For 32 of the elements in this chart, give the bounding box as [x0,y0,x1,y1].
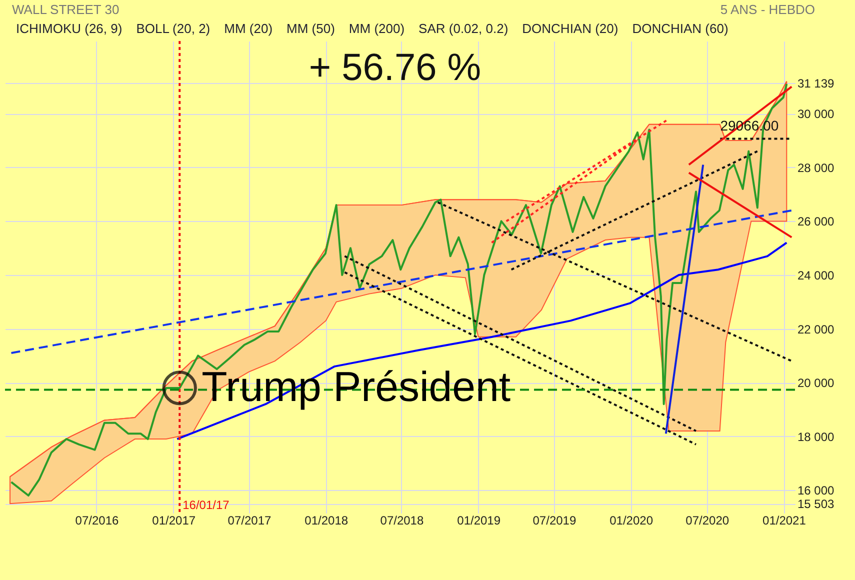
text: DONCHIAN (60) [632,21,728,36]
y-tick-label: 20 000 [798,376,835,390]
x-tick-label: 07/2016 [75,514,119,528]
text: MM (20) [224,21,273,36]
text: SAR (0.02, 0.2) [418,21,508,36]
text: MM (50) [286,21,335,36]
y-tick-label: 22 000 [798,322,835,336]
text: MM (200) [348,21,405,36]
y-tick-label: 30 000 [798,107,835,122]
x-tick-label: 01/2021 [762,514,806,528]
y-tick-label: 26 000 [798,214,835,229]
y-tick-label: 16 000 [798,484,835,498]
chart-title: WALL STREET 30 [12,2,120,17]
x-tick-label: 01/2018 [304,514,348,528]
x-tick-label: 07/2018 [380,514,424,528]
text: DONCHIAN (20) [522,21,618,36]
y-tick-label: 31 139 [798,76,835,90]
y-tick-label: 28 000 [798,160,835,175]
text: BOLL (20, 2) [136,21,210,36]
x-tick-label: 07/2020 [686,514,730,528]
x-tick-label: 07/2017 [228,514,272,528]
chart-subtitle: 5 ANS - HEBDO [720,2,815,17]
text: ICHIMOKU (26, 9) [16,21,122,36]
y-tick-label: 18 000 [798,430,835,444]
y-tick-label: 24 000 [798,268,835,282]
x-tick-label: 01/2020 [610,514,654,528]
x-tick-label: 01/2019 [457,514,501,528]
x-tick-label: 01/2017 [152,514,196,528]
y-tick-label: 15 503 [798,497,835,512]
x-tick-label: 07/2019 [532,514,576,528]
annotation: + 56.76 % [308,47,482,89]
ref-line-label: 16/01/17 [182,498,230,512]
